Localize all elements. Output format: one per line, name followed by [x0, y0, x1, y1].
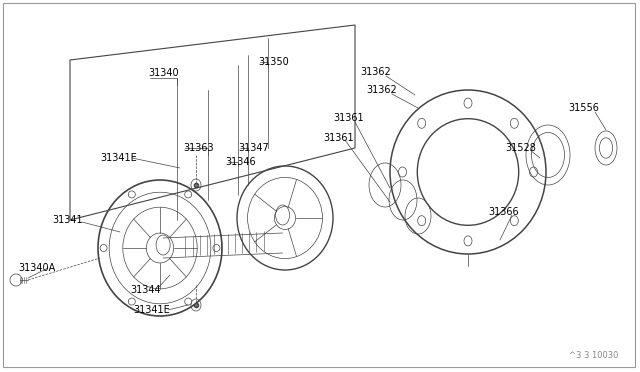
Text: 31361: 31361 [323, 133, 354, 143]
Text: 31361: 31361 [333, 113, 364, 123]
Text: 31556: 31556 [568, 103, 599, 113]
Text: 31341: 31341 [52, 215, 83, 225]
Text: 31340A: 31340A [18, 263, 55, 273]
Text: 31341E: 31341E [100, 153, 137, 163]
Text: 31363: 31363 [183, 143, 214, 153]
Text: 31362: 31362 [366, 85, 397, 95]
Text: 31347: 31347 [238, 143, 269, 153]
Text: 31528: 31528 [505, 143, 536, 153]
Text: 31344: 31344 [130, 285, 161, 295]
FancyBboxPatch shape [3, 3, 635, 367]
Text: 31341E: 31341E [133, 305, 170, 315]
Text: 31366: 31366 [488, 207, 518, 217]
Text: 31340: 31340 [148, 68, 179, 78]
Text: 31362: 31362 [360, 67, 391, 77]
Text: 31346: 31346 [225, 157, 255, 167]
Text: 31350: 31350 [258, 57, 289, 67]
Text: ^3 3 10030: ^3 3 10030 [568, 351, 618, 360]
